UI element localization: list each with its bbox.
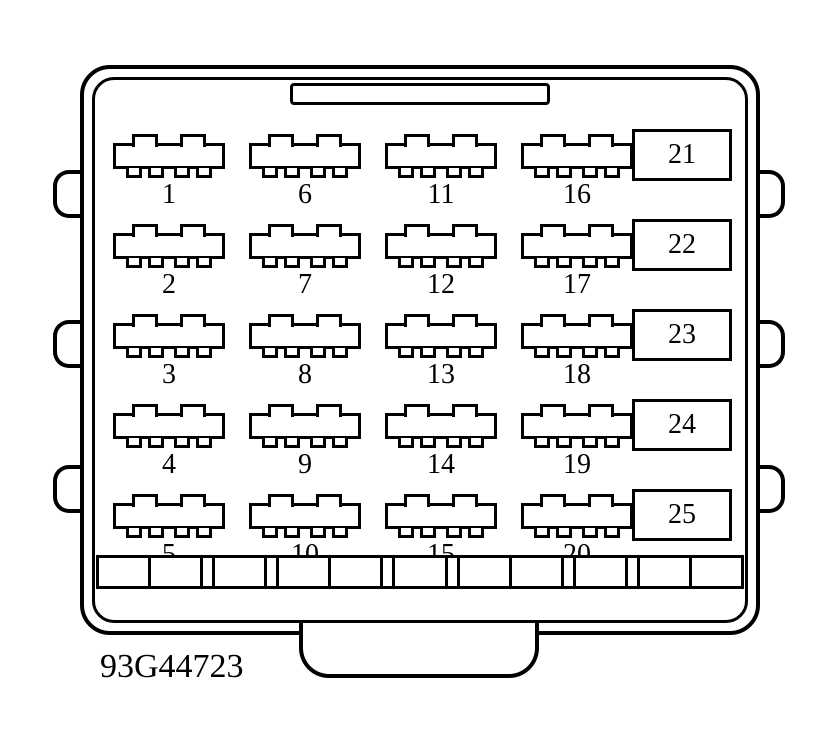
panel-clip xyxy=(757,170,785,218)
fuse-slot: 3 xyxy=(108,309,230,399)
strip-segment xyxy=(576,558,628,586)
fuse-label: 16 xyxy=(563,181,591,209)
strip-segment xyxy=(279,558,331,586)
fuse-label: 8 xyxy=(298,361,312,389)
fuse-icon xyxy=(521,503,633,529)
strip-segment xyxy=(99,558,151,586)
fuse-icon xyxy=(113,143,225,169)
fuse-slot: 2 xyxy=(108,219,230,309)
part-number: 93G44723 xyxy=(100,648,244,686)
fuse-icon xyxy=(113,413,225,439)
strip-segment xyxy=(512,558,564,586)
fuse-label: 6 xyxy=(298,181,312,209)
fuse-icon xyxy=(385,143,497,169)
strip-segment xyxy=(215,558,267,586)
fuse-slot: 1 xyxy=(108,129,230,219)
fuse-slot: 8 xyxy=(244,309,366,399)
fuse-icon xyxy=(521,413,633,439)
fuse-slot: 4 xyxy=(108,399,230,489)
strip-segment xyxy=(267,558,279,586)
panel-clip xyxy=(53,465,81,513)
strip-segment xyxy=(203,558,215,586)
fuse-icon xyxy=(113,233,225,259)
fuse-label: 7 xyxy=(298,271,312,299)
fuse-label: 18 xyxy=(563,361,591,389)
strip-segment xyxy=(448,558,460,586)
fuse-label: 19 xyxy=(563,451,591,479)
panel-clip xyxy=(757,465,785,513)
panel-clip xyxy=(757,320,785,368)
fuse-label: 17 xyxy=(563,271,591,299)
fuse-icon xyxy=(385,323,497,349)
fuse-slot: 18 xyxy=(516,309,638,399)
fuse-label: 1 xyxy=(162,181,176,209)
fuse-slot: 9 xyxy=(244,399,366,489)
fuse-icon xyxy=(521,143,633,169)
relay-box: 24 xyxy=(632,399,732,451)
strip-segment xyxy=(692,558,741,586)
strip-segment xyxy=(640,558,692,586)
fuse-icon xyxy=(249,323,361,349)
fuse-icon xyxy=(521,323,633,349)
top-slot xyxy=(290,83,550,105)
fuse-label: 12 xyxy=(427,271,455,299)
strip-segment xyxy=(628,558,640,586)
fuse-slot: 16 xyxy=(516,129,638,219)
strip-segment xyxy=(395,558,447,586)
fuse-icon xyxy=(385,233,497,259)
fuse-label: 4 xyxy=(162,451,176,479)
fuse-icon xyxy=(521,233,633,259)
relay-box: 21 xyxy=(632,129,732,181)
strip-segment xyxy=(460,558,512,586)
strip-segment xyxy=(383,558,395,586)
strip-segment xyxy=(564,558,576,586)
fuse-label: 14 xyxy=(427,451,455,479)
fuse-slot: 13 xyxy=(380,309,502,399)
fuse-slot: 17 xyxy=(516,219,638,309)
fuse-grid: 1611162712173813184914195101520 xyxy=(108,129,638,579)
fuse-label: 13 xyxy=(427,361,455,389)
fuse-panel: 1611162712173813184914195101520 21222324… xyxy=(80,65,760,635)
fuse-icon xyxy=(113,323,225,349)
fuse-label: 2 xyxy=(162,271,176,299)
fuse-slot: 11 xyxy=(380,129,502,219)
strip-segment xyxy=(331,558,383,586)
fuse-icon xyxy=(249,413,361,439)
relay-box: 22 xyxy=(632,219,732,271)
fuse-label: 11 xyxy=(428,181,455,209)
panel-clip xyxy=(53,170,81,218)
fuse-icon xyxy=(249,233,361,259)
fuse-slot: 19 xyxy=(516,399,638,489)
fuse-slot: 14 xyxy=(380,399,502,489)
fuse-icon xyxy=(385,503,497,529)
relay-box: 25 xyxy=(632,489,732,541)
fuse-slot: 12 xyxy=(380,219,502,309)
fuse-icon xyxy=(249,503,361,529)
fuse-slot: 7 xyxy=(244,219,366,309)
relay-box: 23 xyxy=(632,309,732,361)
fuse-icon xyxy=(249,143,361,169)
fuse-label: 9 xyxy=(298,451,312,479)
fuse-label: 3 xyxy=(162,361,176,389)
bottom-release-tab xyxy=(299,623,539,678)
fuse-slot: 6 xyxy=(244,129,366,219)
strip-segment xyxy=(151,558,203,586)
bottom-connector-strip xyxy=(96,555,744,589)
relay-column: 21 22 23 24 25 xyxy=(632,129,732,541)
fuse-icon xyxy=(113,503,225,529)
fuse-icon xyxy=(385,413,497,439)
panel-clip xyxy=(53,320,81,368)
